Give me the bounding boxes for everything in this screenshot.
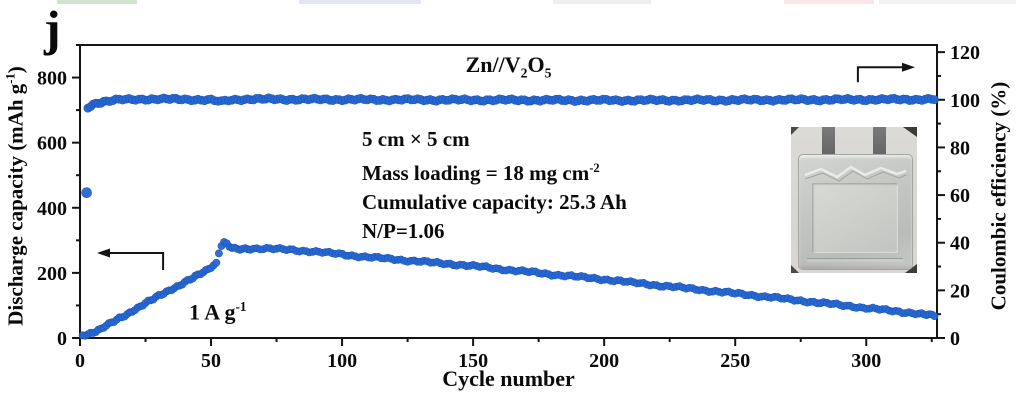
decor-strip xyxy=(57,0,137,4)
svg-text:200: 200 xyxy=(589,350,619,372)
annotation-size: 5 cm × 5 cm xyxy=(362,127,470,151)
chart-title-sub1: 2 xyxy=(520,65,528,81)
y-left-sup: -1 xyxy=(3,73,18,84)
svg-text:400: 400 xyxy=(37,198,67,220)
pouch-fold-line xyxy=(807,258,903,259)
annotation-block: 5 cm × 5 cm Mass loading = 18 mg cm-2 Cu… xyxy=(362,125,627,246)
pouch-body xyxy=(798,154,913,270)
svg-text:200: 200 xyxy=(37,263,67,285)
tick-labels: 0 50 100 150 200 250 300 0 200 400 600 800 0 20 40 60 80… xyxy=(37,42,980,372)
svg-text:100: 100 xyxy=(327,350,357,372)
y-axis-right-label: Coulombic efficiency (%) xyxy=(986,81,1011,311)
svg-text:40: 40 xyxy=(950,233,970,255)
capacity-axis-arrow xyxy=(97,248,165,270)
svg-text:800: 800 xyxy=(37,68,67,90)
annotation-np-ratio: N/P=1.06 xyxy=(362,219,445,243)
series-discharge-capacity xyxy=(78,238,939,340)
photo-corner-mark xyxy=(791,265,799,273)
photo-corner-mark xyxy=(903,127,917,137)
chart-title: Zn//V2O5 xyxy=(80,52,937,81)
decor-strip xyxy=(784,0,874,4)
annotation-mass-loading: Mass loading = 18 mg cm-2 xyxy=(362,154,627,188)
chart-title-mid: O xyxy=(527,52,545,77)
annotation-mass-text: Mass loading = 18 mg cm xyxy=(362,161,590,185)
annotation-mass-sup: -2 xyxy=(589,161,600,175)
svg-text:120: 120 xyxy=(950,42,980,64)
series-coulombic-efficiency xyxy=(83,93,939,113)
svg-text:80: 80 xyxy=(950,137,970,159)
svg-text:600: 600 xyxy=(37,133,67,155)
current-rate-label: 1 A g-1 xyxy=(189,299,246,325)
panel-label: j xyxy=(44,0,61,56)
decor-strip xyxy=(553,0,651,4)
pouch-cell-photo xyxy=(791,127,917,273)
chart-title-sub2: 5 xyxy=(544,65,552,81)
chart-title-text: Zn//V xyxy=(465,52,521,77)
axis-ticks xyxy=(72,44,945,346)
pouch-wrinkles xyxy=(804,165,907,182)
x-axis-label: Cycle number xyxy=(442,366,575,391)
rate-text: 1 A g xyxy=(189,299,236,325)
svg-text:50: 50 xyxy=(201,350,221,372)
svg-text:300: 300 xyxy=(851,350,881,372)
decor-strip xyxy=(299,0,421,4)
svg-text:100: 100 xyxy=(950,90,980,112)
efficiency-axis-arrow xyxy=(856,62,915,83)
y-left-post: ) xyxy=(3,66,28,74)
decor-strip xyxy=(879,0,1016,4)
y-left-text: Discharge capacity (mAh g xyxy=(3,83,28,326)
series-first-cycle-efficiency xyxy=(81,187,92,198)
svg-text:150: 150 xyxy=(458,350,488,372)
photo-corner-mark xyxy=(791,127,799,135)
svg-text:0: 0 xyxy=(75,350,85,372)
plot-frame xyxy=(79,44,938,339)
electrode-area xyxy=(812,183,898,253)
annotation-cumulative: Cumulative capacity: 25.3 Ah xyxy=(362,190,627,214)
rate-sup: -1 xyxy=(235,299,247,314)
svg-text:250: 250 xyxy=(720,350,750,372)
svg-text:0: 0 xyxy=(57,328,67,350)
y-axis-left-label: Discharge capacity (mAh g-1) xyxy=(4,66,29,326)
svg-text:20: 20 xyxy=(950,280,970,302)
svg-text:0: 0 xyxy=(950,328,960,350)
svg-text:60: 60 xyxy=(950,185,970,207)
